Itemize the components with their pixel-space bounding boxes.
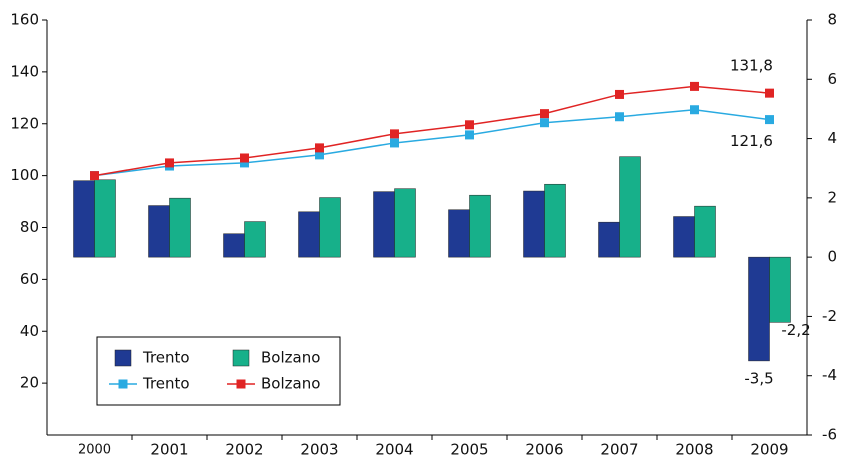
bar: [394, 188, 416, 258]
marker: [390, 129, 399, 139]
x-tick-label: 2004: [375, 441, 413, 459]
marker: [315, 143, 324, 153]
y2-tick-label: 0: [827, 248, 837, 266]
x-tick-label: 2008: [675, 441, 713, 459]
marker: [615, 89, 624, 99]
bar: [223, 233, 245, 258]
bar: [94, 179, 116, 258]
y2-tick-label: 6: [827, 70, 837, 88]
bar: [544, 183, 566, 258]
y-tick-label: 120: [10, 114, 39, 132]
y2-tick-label: -6: [822, 426, 837, 444]
bar: [73, 180, 95, 258]
x-tick-label: 2001: [150, 441, 188, 459]
y2-tick-label: 4: [827, 129, 837, 147]
y-tick-label: 100: [10, 166, 39, 184]
bar: [523, 190, 545, 258]
marker: [240, 158, 249, 168]
y-tick-label: 40: [20, 322, 39, 340]
marker: [615, 112, 624, 122]
marker: [765, 115, 774, 125]
bar: [769, 256, 791, 323]
marker: [690, 81, 699, 91]
legend-label: Bolzano: [261, 349, 320, 367]
y-tick-label: 60: [20, 270, 39, 288]
marker: [465, 120, 474, 130]
bar: [448, 209, 470, 258]
marker: [540, 118, 549, 128]
x-tick-label: 2003: [300, 441, 338, 459]
value-label: -2,2: [781, 321, 810, 339]
x-tick-label: 2000: [78, 443, 111, 458]
legend-label: Trento: [142, 375, 190, 393]
marker: [540, 109, 549, 119]
bar: [148, 205, 170, 258]
legend-box: [96, 336, 341, 406]
bar: [373, 191, 395, 258]
y2-tick-label: -2: [822, 307, 837, 325]
line: [94, 108, 770, 177]
marker: [165, 158, 174, 168]
legend-swatch: [114, 349, 132, 367]
legend-swatch: [232, 349, 250, 367]
legend-marker: [236, 379, 246, 389]
x-tick-label: 2007: [600, 441, 638, 459]
y-tick-label: 140: [10, 62, 39, 80]
marker: [390, 138, 399, 148]
legend-label: Trento: [142, 349, 190, 367]
value-label: 121,6: [730, 132, 773, 150]
marker: [765, 88, 774, 98]
bar: [598, 221, 620, 258]
marker: [315, 150, 324, 160]
x-tick-label: 2006: [525, 441, 563, 459]
y-tick-label: 80: [20, 218, 39, 236]
y-tick-label: 160: [10, 11, 39, 29]
bar: [694, 205, 716, 258]
legend-marker: [118, 379, 128, 389]
x-tick-label: 2009: [750, 441, 788, 459]
marker: [90, 171, 99, 181]
marker: [465, 130, 474, 140]
y2-tick-label: 8: [827, 11, 837, 29]
bar: [169, 197, 191, 258]
bar: [469, 194, 491, 258]
bar: [244, 221, 266, 258]
line: [94, 85, 770, 177]
bar: [619, 156, 641, 258]
bar: [298, 211, 320, 258]
x-tick-label: 2005: [450, 441, 488, 459]
value-label: -3,5: [744, 369, 773, 387]
bar: [319, 197, 341, 258]
y2-tick-label: 2: [827, 188, 837, 206]
marker: [690, 105, 699, 115]
y2-tick-label: -4: [822, 366, 837, 384]
marker: [240, 153, 249, 163]
value-label: 131,8: [730, 57, 773, 75]
legend-label: Bolzano: [261, 375, 320, 393]
x-tick-label: 2002: [225, 441, 263, 459]
bar: [673, 216, 695, 258]
y-tick-label: 20: [20, 374, 39, 392]
bar: [748, 256, 770, 362]
